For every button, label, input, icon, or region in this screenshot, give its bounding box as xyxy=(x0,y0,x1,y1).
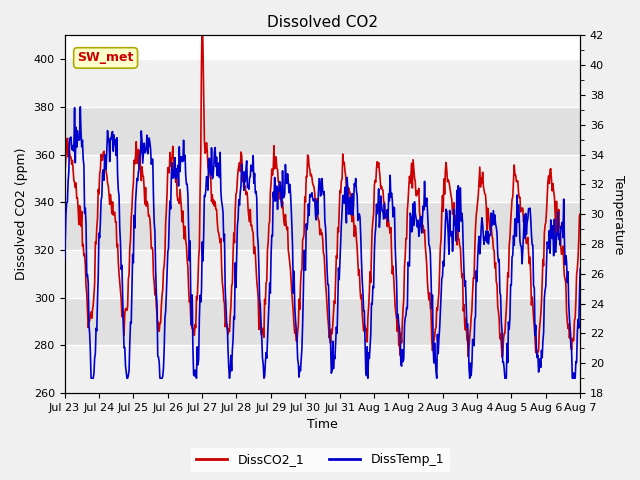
X-axis label: Time: Time xyxy=(307,419,338,432)
Y-axis label: Temperature: Temperature xyxy=(612,175,625,254)
Bar xyxy=(65,107,580,155)
Bar xyxy=(65,155,580,202)
Text: SW_met: SW_met xyxy=(77,51,134,64)
Bar xyxy=(65,346,580,393)
Y-axis label: Dissolved CO2 (ppm): Dissolved CO2 (ppm) xyxy=(15,148,28,280)
Bar xyxy=(65,298,580,346)
Bar xyxy=(65,59,580,107)
Title: Dissolved CO2: Dissolved CO2 xyxy=(267,15,378,30)
Bar xyxy=(65,202,580,250)
Bar xyxy=(65,250,580,298)
Legend: DissCO2_1, DissTemp_1: DissCO2_1, DissTemp_1 xyxy=(191,448,449,471)
